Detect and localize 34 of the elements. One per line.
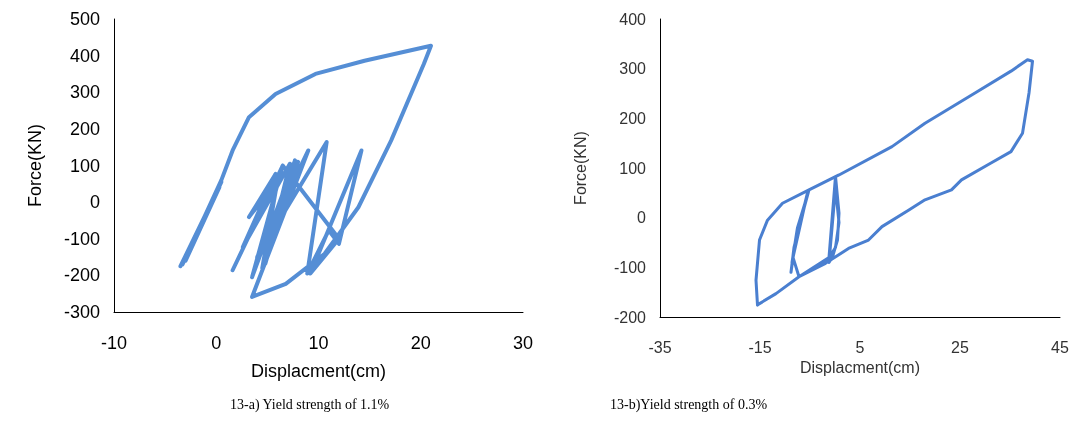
y-tick-label: -200 bbox=[63, 265, 100, 286]
x-tick-label: 10 bbox=[308, 333, 329, 353]
y-tick-label: 100 bbox=[619, 159, 647, 177]
y-tick-label: 200 bbox=[69, 118, 100, 139]
y-tick-label: 100 bbox=[69, 155, 100, 176]
y-tick-label: 300 bbox=[69, 82, 100, 103]
x-axis-title: Displacment(cm) bbox=[799, 359, 921, 377]
y-tick-label: 200 bbox=[619, 109, 647, 127]
y-tick-label: 300 bbox=[619, 60, 647, 78]
text: 13-b)Yield strength of 0.3% bbox=[610, 396, 768, 413]
x-tick-label: 30 bbox=[512, 333, 534, 353]
text: 13-a) Yield strength of 1.1% bbox=[230, 396, 390, 413]
x-tick-label: 5 bbox=[855, 338, 865, 356]
x-tick-label: -15 bbox=[748, 338, 772, 356]
x-tick-label: 0 bbox=[211, 333, 222, 353]
y-axis-title: Force(KN) bbox=[571, 131, 589, 205]
x-tick-label: -35 bbox=[648, 338, 672, 356]
y-tick-label: -100 bbox=[63, 228, 100, 249]
line-series bbox=[754, 58, 1034, 307]
x-axis-title: Displacment(cm) bbox=[250, 361, 387, 381]
x-tick-label: 20 bbox=[410, 333, 431, 353]
y-tick-label: 500 bbox=[69, 9, 100, 29]
x-tick-label: 25 bbox=[951, 338, 969, 356]
y-tick-label: 400 bbox=[69, 45, 100, 66]
y-tick-label: -200 bbox=[613, 308, 647, 326]
y-axis-title: Force(KN) bbox=[25, 123, 45, 208]
y-tick-label: 400 bbox=[619, 10, 647, 28]
line-series bbox=[178, 43, 433, 299]
y-tick-label: -300 bbox=[63, 302, 100, 322]
y-tick-label: 0 bbox=[637, 209, 647, 227]
x-tick-label: 45 bbox=[1051, 338, 1069, 356]
y-tick-label: -100 bbox=[613, 258, 647, 276]
y-tick-label: 0 bbox=[89, 192, 100, 213]
x-tick-label: -10 bbox=[100, 333, 128, 353]
